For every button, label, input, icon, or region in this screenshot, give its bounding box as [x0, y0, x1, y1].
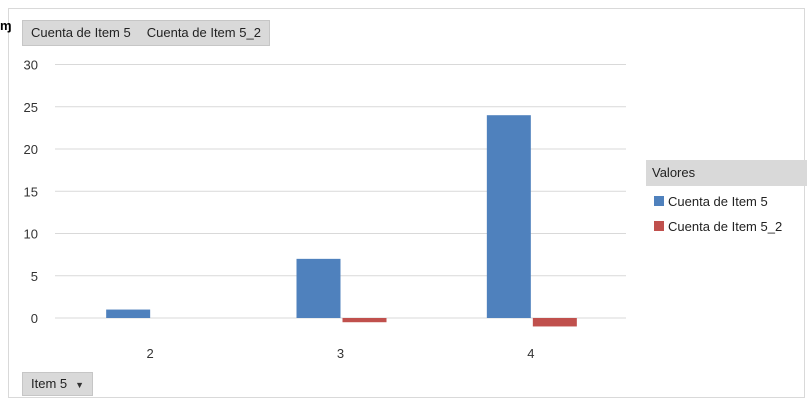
- values-field-buttons: Cuenta de Item 5 Cuenta de Item 5_2: [22, 20, 270, 46]
- x-tick-label: 3: [337, 346, 344, 361]
- y-tick-label: 15: [24, 184, 38, 199]
- legend-item-item5: Cuenta de Item 5: [654, 191, 807, 211]
- legend-item-item5-2: Cuenta de Item 5_2: [654, 216, 807, 236]
- legend-swatch-item5: [654, 196, 664, 206]
- legend-title: Valores: [646, 160, 807, 186]
- bar: [342, 318, 387, 323]
- corner-glyph: ɱ: [0, 18, 12, 33]
- bar: [106, 309, 151, 318]
- y-tick-label: 25: [24, 100, 38, 115]
- y-tick-label: 10: [24, 227, 38, 242]
- dropdown-arrow-icon: ▼: [75, 380, 85, 390]
- bar: [296, 258, 341, 318]
- legend-label-item5: Cuenta de Item 5: [668, 193, 768, 209]
- y-tick-label: 5: [31, 269, 38, 284]
- legend-swatch-item5-2: [654, 221, 664, 231]
- legend-label-item5-2: Cuenta de Item 5_2: [668, 218, 783, 234]
- legend: Valores Cuenta de Item 5 Cuenta de Item …: [646, 160, 807, 236]
- field-button-item5[interactable]: Cuenta de Item 5: [31, 25, 131, 40]
- axis-field-button[interactable]: Item 5 ▼: [22, 372, 94, 396]
- chart-area: [8, 8, 805, 398]
- y-tick-label: 20: [24, 142, 38, 157]
- axis-field-label: Item 5: [31, 376, 68, 391]
- x-tick-label: 2: [147, 346, 154, 361]
- field-button-item5-2[interactable]: Cuenta de Item 5_2: [146, 25, 261, 40]
- y-tick-label: 0: [31, 311, 38, 326]
- bar: [486, 115, 531, 318]
- x-tick-label: 4: [527, 346, 534, 361]
- y-tick-label: 30: [24, 58, 38, 73]
- bar: [532, 318, 577, 327]
